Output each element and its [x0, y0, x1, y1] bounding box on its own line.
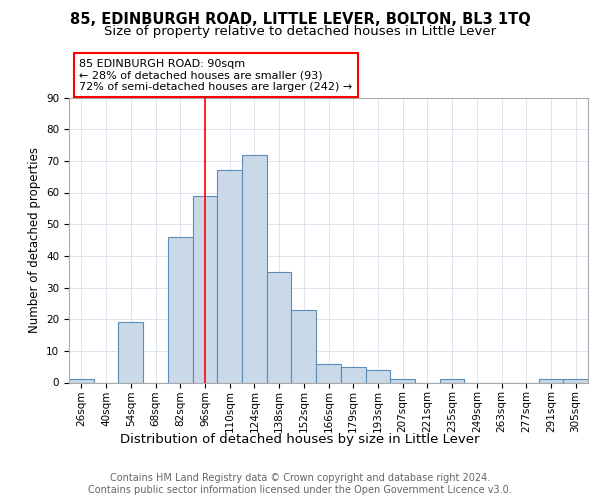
- Text: 85, EDINBURGH ROAD, LITTLE LEVER, BOLTON, BL3 1TQ: 85, EDINBURGH ROAD, LITTLE LEVER, BOLTON…: [70, 12, 530, 28]
- Bar: [69, 380, 94, 382]
- Bar: [316, 364, 341, 382]
- Bar: [242, 154, 267, 382]
- Text: Size of property relative to detached houses in Little Lever: Size of property relative to detached ho…: [104, 25, 496, 38]
- Bar: [118, 322, 143, 382]
- Bar: [267, 272, 292, 382]
- Bar: [168, 237, 193, 382]
- Bar: [193, 196, 217, 382]
- Text: 85 EDINBURGH ROAD: 90sqm
← 28% of detached houses are smaller (93)
72% of semi-d: 85 EDINBURGH ROAD: 90sqm ← 28% of detach…: [79, 58, 353, 92]
- Bar: [539, 380, 563, 382]
- Bar: [341, 366, 365, 382]
- Bar: [292, 310, 316, 382]
- Y-axis label: Number of detached properties: Number of detached properties: [28, 147, 41, 333]
- Bar: [390, 380, 415, 382]
- Text: Contains HM Land Registry data © Crown copyright and database right 2024.
Contai: Contains HM Land Registry data © Crown c…: [88, 474, 512, 495]
- Bar: [563, 380, 588, 382]
- Bar: [217, 170, 242, 382]
- Bar: [365, 370, 390, 382]
- Bar: [440, 380, 464, 382]
- Text: Distribution of detached houses by size in Little Lever: Distribution of detached houses by size …: [120, 432, 480, 446]
